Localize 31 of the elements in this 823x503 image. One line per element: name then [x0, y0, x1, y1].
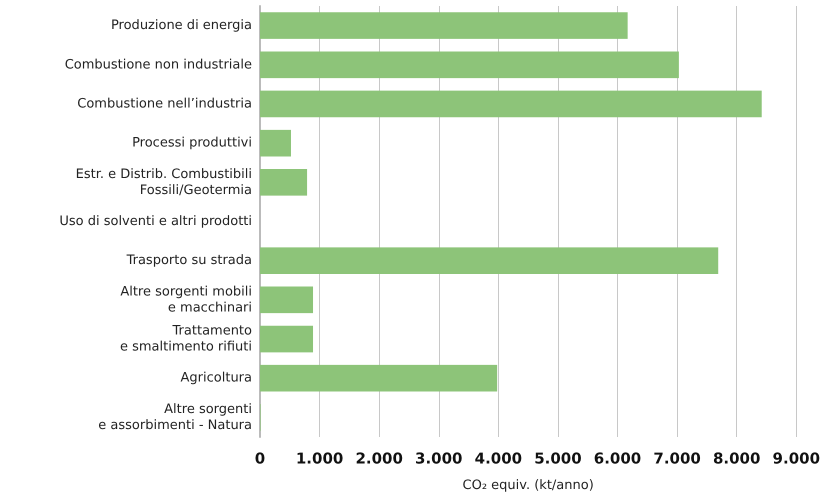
x-tick-label: 1.000	[296, 450, 344, 468]
x-tick-label: 9.000	[772, 450, 820, 468]
y-tick-label: Estr. e Distrib. Combustibili Fossili/Geotermia	[76, 166, 252, 198]
y-tick-label: Altre sorgenti mobili e macchinari	[120, 284, 252, 316]
x-tick-label: 7.000	[653, 450, 701, 468]
bar	[260, 51, 679, 78]
x-tick-label: 0	[254, 450, 266, 468]
bar	[260, 326, 314, 352]
x-axis-title: CO₂ equiv. (kt/anno)	[462, 478, 594, 493]
y-tick-label: Uso di solventi e altri prodotti	[59, 214, 252, 229]
y-tick-label: Trasporto su strada	[126, 253, 252, 268]
x-tick-label: 5.000	[534, 450, 582, 468]
bar	[260, 364, 498, 392]
y-tick-label: Agricoltura	[180, 370, 252, 386]
y-tick-label: Combustione non industriale	[64, 57, 252, 72]
bar	[260, 286, 314, 314]
bar	[260, 90, 762, 118]
y-tick-label: Trattamento e smaltimento rifiuti	[120, 324, 252, 355]
x-tick-label: 4.000	[474, 450, 522, 468]
bar	[260, 12, 628, 39]
x-tick-label: 6.000	[594, 450, 642, 468]
y-tick-label: Processi produttivi	[132, 136, 252, 151]
bar	[260, 130, 291, 156]
x-tick-label: 2.000	[355, 450, 403, 468]
x-tick-label: 8.000	[712, 450, 760, 468]
y-tick-label: Combustione nell’industria	[77, 96, 252, 112]
y-tick-label: Altre sorgenti e assorbimenti - Natura	[98, 402, 252, 433]
y-tick-label: Produzione di energia	[110, 18, 252, 34]
bar	[260, 247, 718, 274]
x-tick-label: 3.000	[415, 450, 462, 468]
bar	[260, 168, 308, 196]
